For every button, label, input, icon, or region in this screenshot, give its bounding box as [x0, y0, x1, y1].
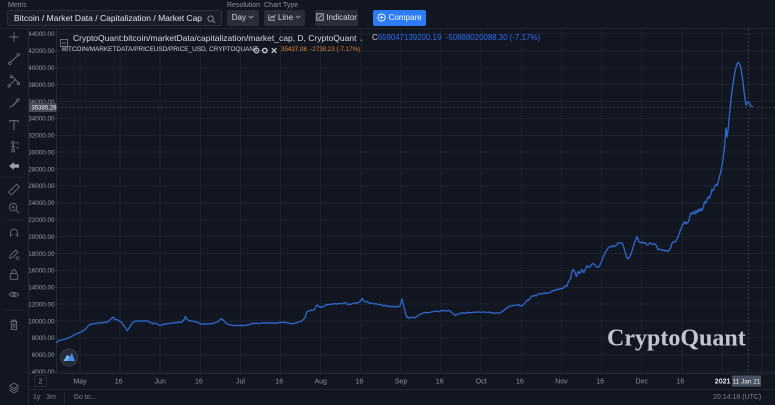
- svg-text:2021: 2021: [715, 379, 731, 386]
- svg-text:40000.00: 40000.00: [28, 65, 55, 72]
- svg-text:16: 16: [356, 379, 364, 386]
- svg-text:Jul: Jul: [236, 379, 245, 386]
- svg-text:Nov: Nov: [555, 379, 568, 386]
- svg-text:Aug: Aug: [314, 379, 327, 386]
- svg-text:Jun: Jun: [155, 379, 166, 386]
- svg-text:34000.00: 34000.00: [28, 116, 55, 123]
- svg-text:2: 2: [39, 379, 43, 386]
- svg-text:May: May: [73, 379, 87, 386]
- svg-text:16: 16: [195, 379, 203, 386]
- svg-text:8000.00: 8000.00: [32, 335, 55, 342]
- svg-text:32000.00: 32000.00: [28, 133, 55, 140]
- svg-text:24000.00: 24000.00: [28, 200, 55, 207]
- svg-text:14000.00: 14000.00: [28, 285, 55, 292]
- svg-text:20000.00: 20000.00: [28, 234, 55, 241]
- svg-text:10000.00: 10000.00: [28, 318, 55, 325]
- svg-text:4000.00: 4000.00: [32, 369, 55, 376]
- svg-text:28000.00: 28000.00: [28, 166, 55, 173]
- svg-text:11 Jan 21: 11 Jan 21: [732, 379, 760, 386]
- svg-text:16: 16: [115, 379, 123, 386]
- svg-text:36000.00: 36000.00: [28, 99, 55, 106]
- svg-text:Oct: Oct: [476, 379, 487, 386]
- svg-text:38000.00: 38000.00: [28, 82, 55, 89]
- svg-text:18000.00: 18000.00: [28, 251, 55, 258]
- svg-text:CryptoQuant: CryptoQuant: [607, 326, 746, 352]
- svg-text:16: 16: [596, 379, 604, 386]
- svg-text:16: 16: [275, 379, 283, 386]
- svg-text:Sep: Sep: [395, 379, 408, 386]
- svg-text:35385.28: 35385.28: [32, 106, 58, 112]
- svg-text:6000.00: 6000.00: [32, 352, 55, 359]
- svg-text:22000.00: 22000.00: [28, 217, 55, 224]
- svg-text:12000.00: 12000.00: [28, 301, 55, 308]
- svg-text:16: 16: [516, 379, 524, 386]
- svg-text:16: 16: [436, 379, 444, 386]
- svg-text:42000.00: 42000.00: [28, 48, 55, 55]
- svg-text:44000.00: 44000.00: [28, 31, 55, 38]
- svg-text:Dec: Dec: [635, 379, 648, 386]
- svg-text:16: 16: [677, 379, 685, 386]
- svg-text:30000.00: 30000.00: [28, 149, 55, 156]
- svg-text:26000.00: 26000.00: [28, 183, 55, 190]
- svg-text:16000.00: 16000.00: [28, 268, 55, 275]
